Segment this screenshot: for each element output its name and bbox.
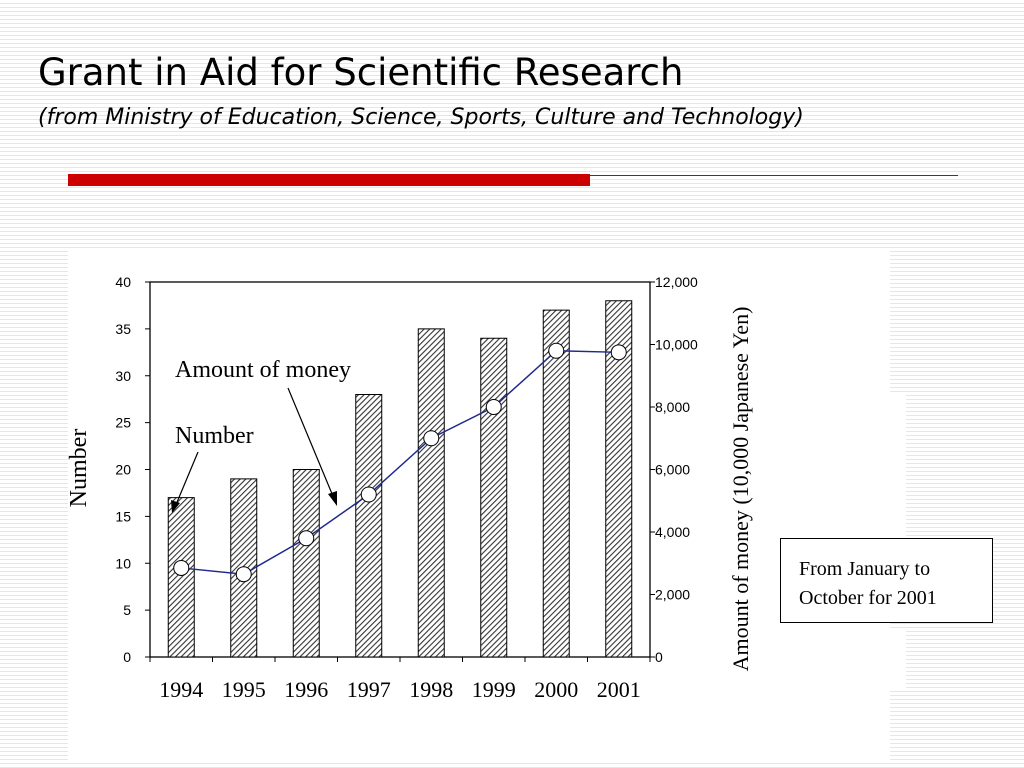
chart-panel-extension-lower xyxy=(880,630,906,690)
annotation-arrow-head xyxy=(328,491,337,506)
annotation-amount-of-money: Amount of money xyxy=(175,357,351,383)
plot-frame xyxy=(149,281,651,658)
bar-number xyxy=(292,469,320,658)
right-axis-tick-label: 10,000 xyxy=(655,337,698,353)
bar-number xyxy=(417,328,445,658)
left-axis-tick-label: 35 xyxy=(115,321,131,337)
right-axis-tick-label: 0 xyxy=(655,649,663,665)
point-amount-of-money xyxy=(235,566,252,583)
right-axis-tick-label: 2,000 xyxy=(655,587,690,603)
x-axis-label: 1996 xyxy=(284,677,328,702)
right-axis-tick-label: 6,000 xyxy=(655,462,690,478)
title-rule-thin xyxy=(590,175,958,176)
point-amount-of-money xyxy=(298,530,315,547)
x-axis-label: 2000 xyxy=(534,677,578,702)
slide-title: Grant in Aid for Scientific Research xyxy=(38,51,684,94)
bar-number xyxy=(167,497,195,658)
point-amount-of-money xyxy=(360,486,377,503)
left-axis-tick-label: 15 xyxy=(115,508,131,524)
left-axis-tick-label: 20 xyxy=(115,462,131,478)
left-axis-tick-label: 40 xyxy=(115,274,131,290)
bar-number xyxy=(480,337,508,658)
period-note: From January to October for 2001 xyxy=(780,538,993,623)
annotation-arrow-line xyxy=(287,387,336,502)
annotation-number: Number xyxy=(175,423,254,449)
x-axis-label: 1995 xyxy=(222,677,266,702)
x-axis-label: 1994 xyxy=(159,677,203,702)
left-axis-title: Number xyxy=(66,429,92,508)
annotation-arrow-line xyxy=(174,451,199,508)
right-axis-tick-label: 12,000 xyxy=(655,274,698,290)
chart-panel-extension xyxy=(880,395,906,555)
line-amount-of-money xyxy=(181,349,619,575)
point-amount-of-money xyxy=(610,344,627,361)
bar-number xyxy=(542,309,570,658)
right-axis-title: Amount of money (10,000 Japanese Yen) xyxy=(728,307,753,672)
left-axis-tick-label: 5 xyxy=(123,602,131,618)
point-amount-of-money xyxy=(548,342,565,359)
annotation-arrow-head xyxy=(171,500,180,513)
left-axis-tick-label: 30 xyxy=(115,368,131,384)
slide-subtitle: (from Ministry of Education, Science, Sp… xyxy=(38,105,804,130)
bar-number xyxy=(355,394,383,658)
chart-panel xyxy=(68,250,890,762)
point-amount-of-money xyxy=(485,399,502,415)
right-axis-tick-label: 4,000 xyxy=(655,524,690,540)
left-axis-tick-label: 0 xyxy=(123,649,131,665)
left-axis-tick-label: 10 xyxy=(115,555,131,571)
x-axis-label: 1999 xyxy=(472,677,516,702)
point-amount-of-money xyxy=(173,559,190,576)
x-axis-label: 1997 xyxy=(347,677,391,702)
point-amount-of-money xyxy=(423,430,440,447)
period-note-text: From January to October for 2001 xyxy=(799,558,937,609)
x-axis-label: 1998 xyxy=(409,677,453,702)
title-rule-thick xyxy=(68,174,590,186)
right-axis-tick-label: 8,000 xyxy=(655,399,690,415)
x-axis-label: 2001 xyxy=(597,677,641,702)
left-axis-tick-label: 25 xyxy=(115,415,131,431)
